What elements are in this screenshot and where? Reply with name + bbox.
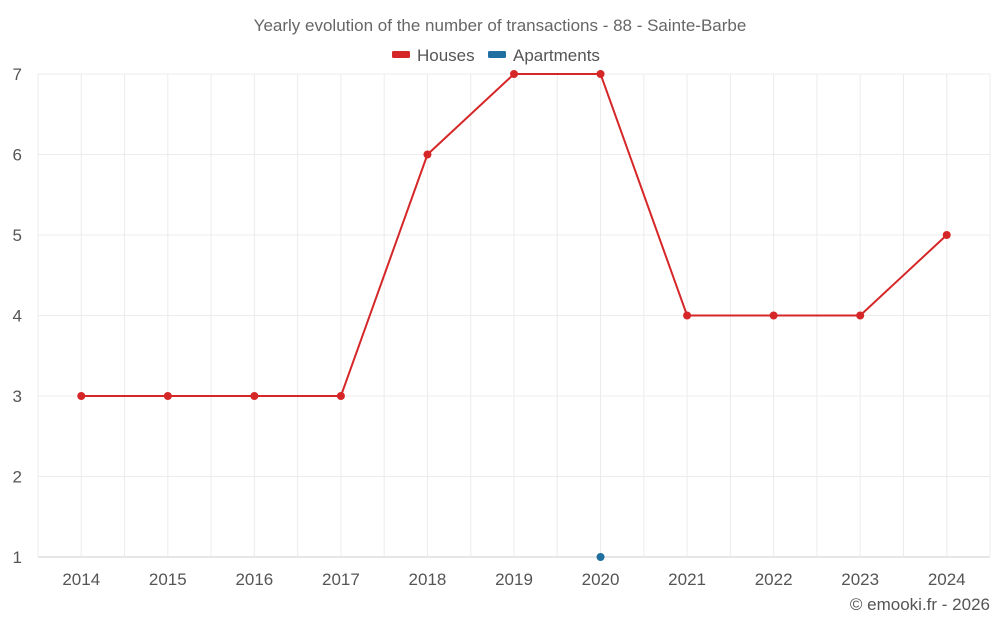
y-tick-label: 4	[13, 307, 22, 326]
x-tick-label: 2022	[755, 570, 793, 589]
x-tick-label: 2017	[322, 570, 360, 589]
x-tick-label: 2016	[235, 570, 273, 589]
data-point[interactable]	[77, 392, 86, 400]
data-point[interactable]	[510, 70, 518, 78]
y-tick-label: 7	[13, 65, 22, 84]
series-layer	[77, 70, 951, 561]
chart-title: Yearly evolution of the number of transa…	[254, 16, 747, 35]
credit-text: © emooki.fr - 2026	[850, 595, 990, 614]
data-point[interactable]	[769, 311, 778, 320]
series-apartments	[596, 553, 605, 561]
x-tick-label: 2014	[62, 570, 100, 589]
legend-swatch[interactable]	[392, 51, 410, 58]
y-tick-label: 6	[13, 146, 22, 165]
x-tick-label: 2020	[582, 570, 620, 589]
y-tick-label: 2	[13, 468, 22, 487]
x-tick-label: 2015	[149, 570, 187, 589]
x-axis: 2014 2015 2016 2017 2018 2019 2020 2021 2022 2023…	[62, 570, 965, 589]
x-tick-label: 2024	[928, 570, 966, 589]
x-tick-label: 2023	[841, 570, 879, 589]
series-houses	[77, 70, 951, 400]
data-point[interactable]	[163, 392, 172, 400]
x-tick-label: 2021	[668, 570, 706, 589]
legend-swatch[interactable]	[488, 51, 506, 58]
data-point[interactable]	[250, 392, 259, 400]
y-tick-label: 3	[13, 387, 22, 406]
y-axis: 1 2 3 4 5 6 7	[13, 65, 22, 567]
data-point[interactable]	[336, 392, 345, 400]
data-point[interactable]	[856, 311, 865, 320]
data-point[interactable]	[596, 553, 605, 561]
data-point[interactable]	[942, 231, 951, 239]
y-tick-label: 1	[13, 548, 22, 567]
legend: Houses Apartments	[392, 46, 600, 65]
grid	[37, 73, 991, 558]
data-point[interactable]	[683, 311, 692, 320]
x-tick-label: 2019	[495, 570, 533, 589]
y-tick-label: 5	[13, 226, 22, 245]
data-point[interactable]	[596, 70, 605, 78]
x-tick-label: 2018	[409, 570, 447, 589]
legend-label[interactable]: Houses	[417, 46, 475, 65]
data-point[interactable]	[423, 150, 432, 159]
legend-label[interactable]: Apartments	[513, 46, 600, 65]
